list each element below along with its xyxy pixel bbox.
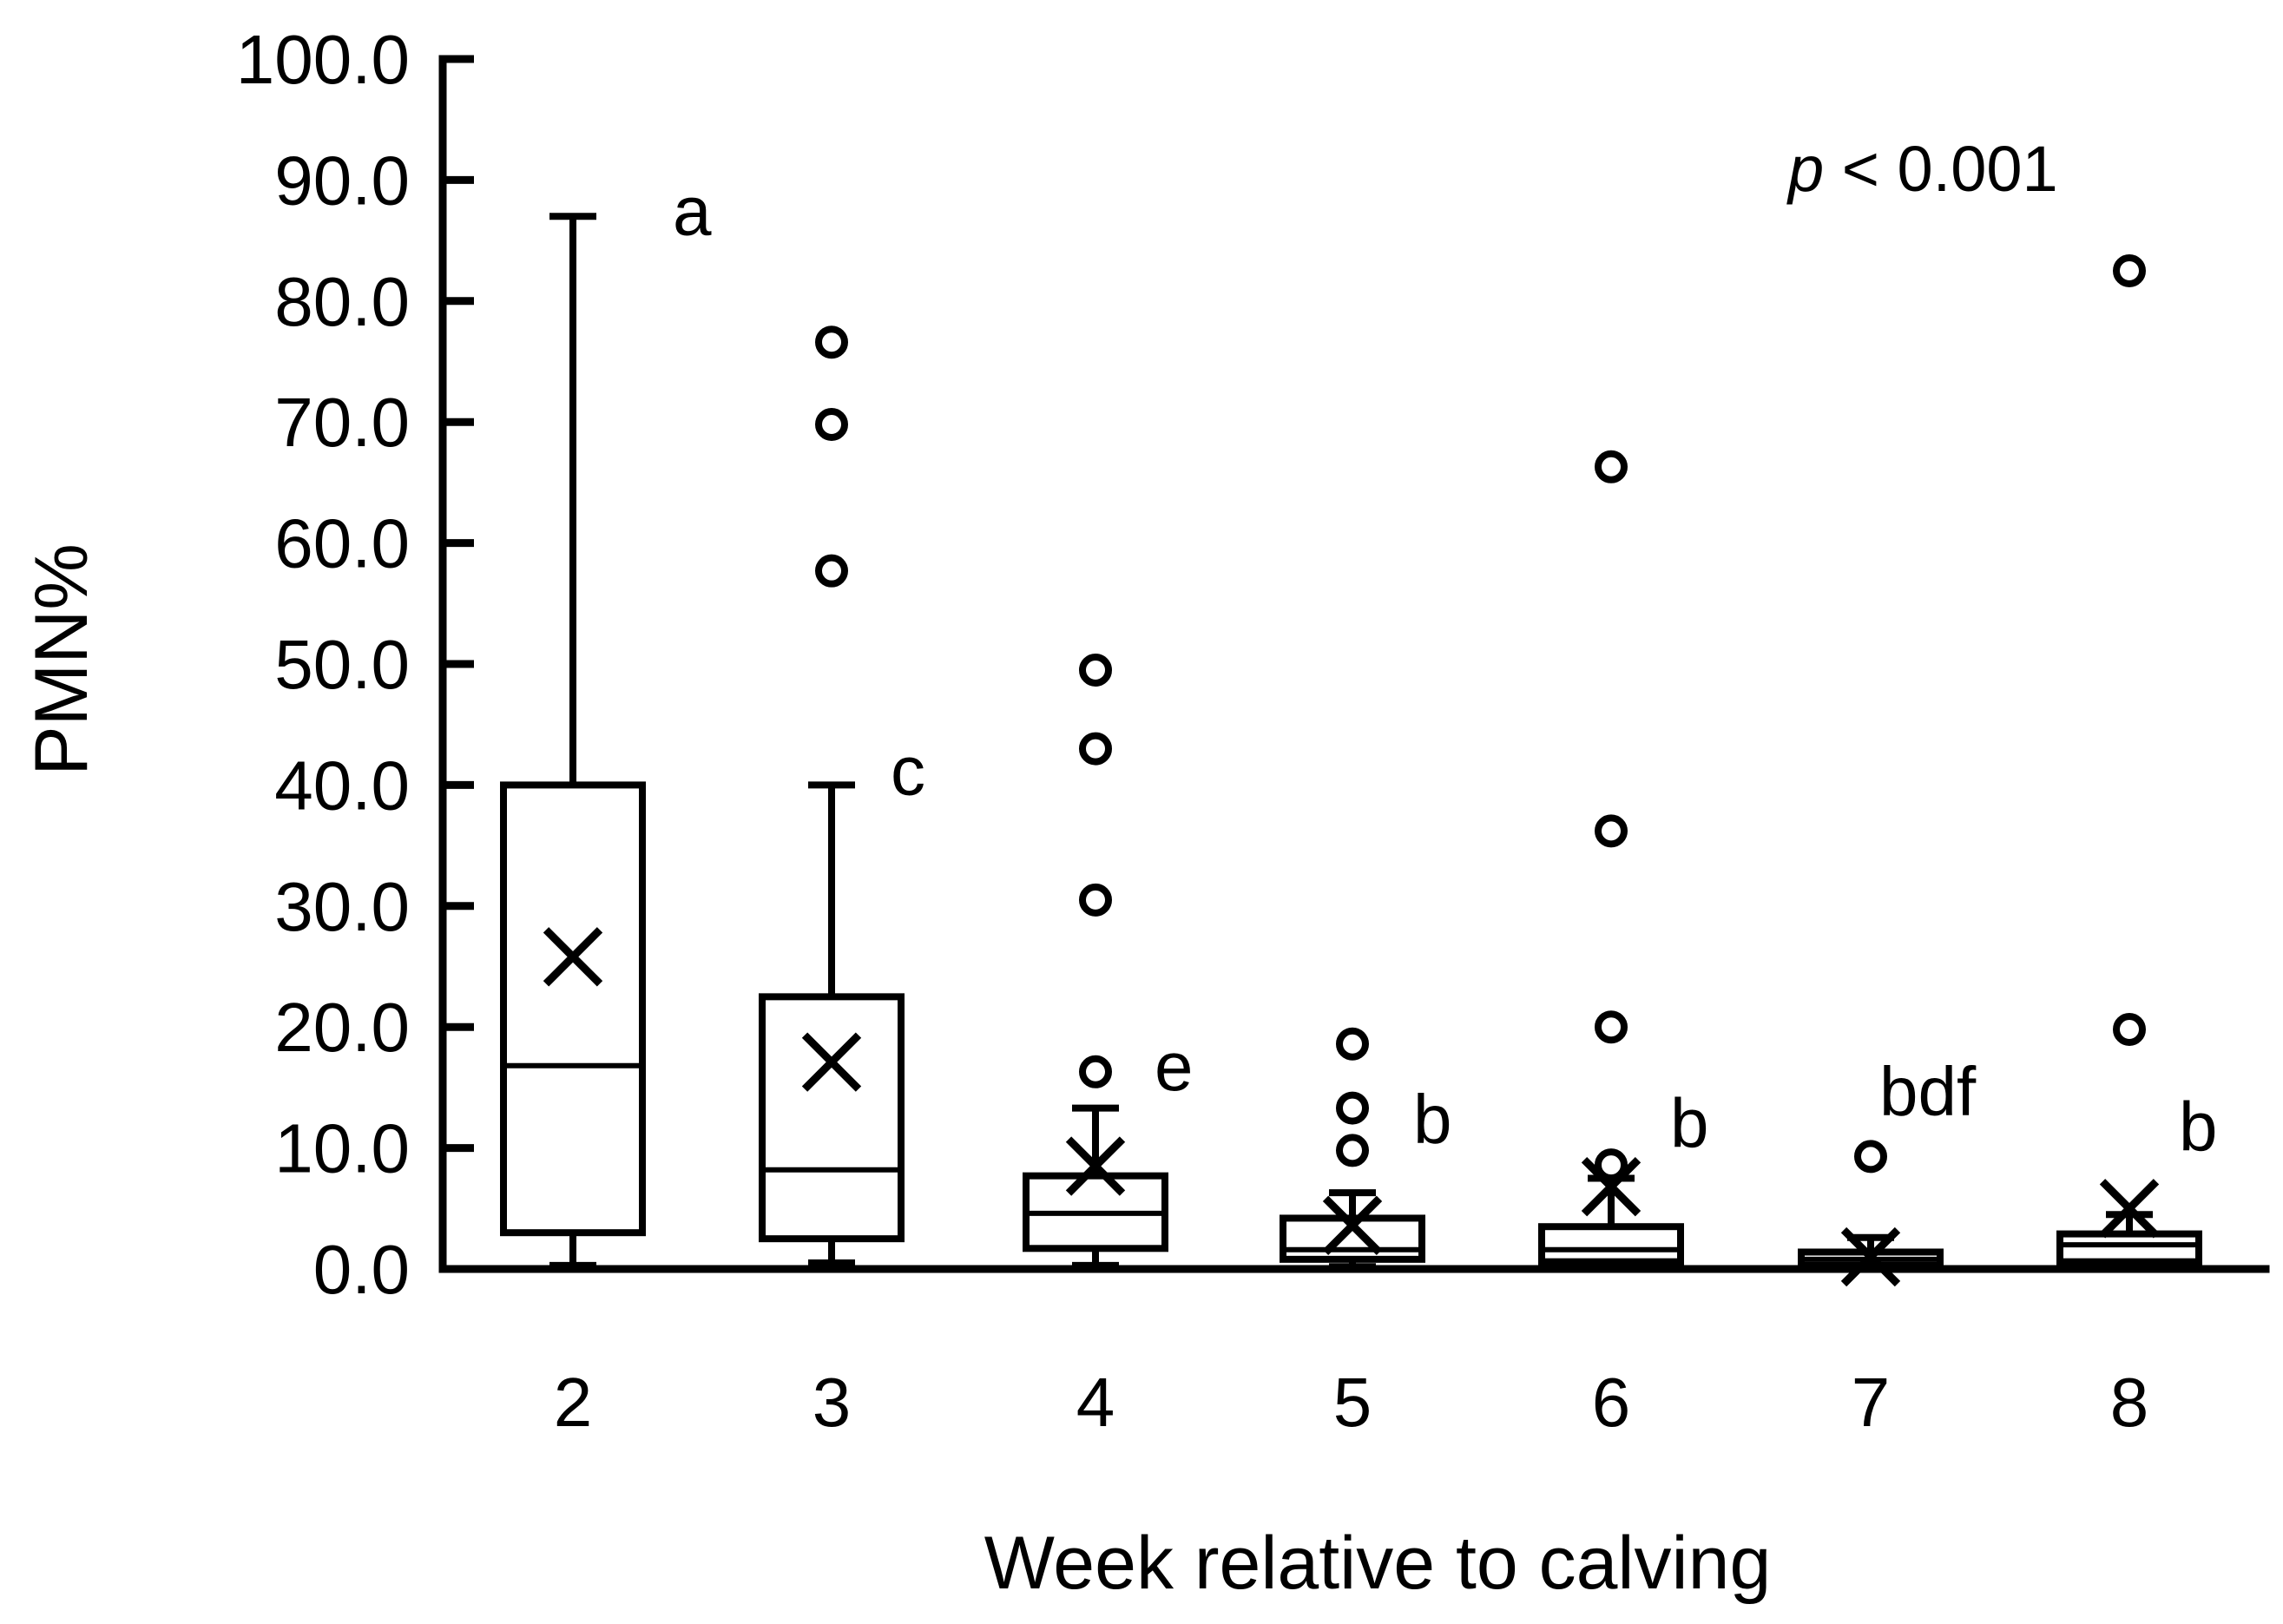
x-tick-label: 5 [1333, 1364, 1372, 1441]
box-group-week-5 [1280, 1027, 1425, 1271]
y-tick-label: 30.0 [274, 868, 410, 945]
y-tick-label: 50.0 [274, 626, 410, 703]
iqr-box [759, 993, 905, 1243]
significance-letter: b [1670, 1084, 1709, 1161]
significance-letter: b [1413, 1081, 1452, 1158]
box-group-week-2 [500, 213, 646, 1269]
significance-letter: c [891, 733, 925, 810]
y-tick-label: 90.0 [274, 141, 410, 219]
outlier-point [1079, 653, 1112, 687]
outlier-point [815, 325, 848, 359]
annotations: a c e b b bdf b [673, 172, 2218, 1165]
significance-letter: b [2179, 1088, 2218, 1166]
significance-letter: a [673, 172, 712, 249]
y-tick-label: 70.0 [274, 384, 410, 461]
y-axis: 0.0 10.0 20.0 30.0 40.0 50.0 60.0 70.0 80.0 90.0 1… [236, 21, 474, 1308]
x-tick-label: 2 [554, 1364, 593, 1441]
box-group-week-6 [1538, 450, 1684, 1271]
mean-marker [543, 927, 603, 987]
outlier-point [2113, 253, 2146, 287]
iqr-box [2056, 1230, 2202, 1266]
mean-marker [1840, 1226, 1901, 1287]
mean-marker [2099, 1179, 2160, 1239]
outlier-point [1079, 1055, 1112, 1088]
y-tick-label: 20.0 [274, 989, 410, 1066]
outlier-point [2113, 1012, 2146, 1046]
x-tick-label: 6 [1592, 1364, 1631, 1441]
outlier-point [1595, 450, 1628, 483]
iqr-box [1538, 1223, 1684, 1266]
y-tick-label: 80.0 [274, 263, 410, 340]
x-tick-label: 3 [813, 1364, 852, 1441]
x-axis: 2 3 4 5 6 7 8 [438, 1265, 2270, 1441]
significance-letter: e [1155, 1028, 1194, 1105]
p-value-annotation: p < 0.001 [1786, 133, 2058, 205]
iqr-box [500, 781, 646, 1237]
p-value-text: < 0.001 [1824, 133, 2058, 205]
outlier-point [1079, 883, 1112, 917]
box-group-week-4 [1023, 653, 1168, 1269]
mean-marker [1322, 1195, 1383, 1256]
box-series [500, 213, 2202, 1287]
mean-marker [1065, 1136, 1126, 1196]
mean-marker [801, 1032, 862, 1092]
outlier-point [1336, 1027, 1369, 1061]
outlier-point [815, 554, 848, 588]
mean-marker [1581, 1157, 1642, 1217]
outlier-point [1595, 1148, 1628, 1182]
p-value-italic: p [1786, 133, 1824, 205]
box-group-week-7 [1798, 1140, 1944, 1287]
y-tick-label: 10.0 [274, 1110, 410, 1187]
outlier-point [1336, 1091, 1369, 1125]
significance-letter: bdf [1879, 1053, 1977, 1130]
outlier-point [1079, 732, 1112, 766]
outlier-point [1336, 1134, 1369, 1167]
x-tick-label: 8 [2110, 1364, 2149, 1441]
x-tick-label: 7 [1852, 1364, 1891, 1441]
outlier-point [1854, 1140, 1887, 1174]
y-tick-label: 100.0 [236, 21, 410, 98]
outlier-point [1595, 1010, 1628, 1044]
y-tick-label: 40.0 [274, 746, 410, 824]
outlier-point [815, 407, 848, 441]
outlier-point [1595, 814, 1628, 848]
y-axis-title: PMN% [20, 543, 103, 776]
box-group-week-3 [759, 325, 905, 1267]
box-group-week-8 [2056, 253, 2202, 1271]
x-axis-title: Week relative to calving [984, 1522, 1772, 1605]
y-tick-label: 60.0 [274, 505, 410, 582]
y-tick-label: 0.0 [313, 1231, 410, 1308]
x-tick-label: 4 [1076, 1364, 1115, 1441]
